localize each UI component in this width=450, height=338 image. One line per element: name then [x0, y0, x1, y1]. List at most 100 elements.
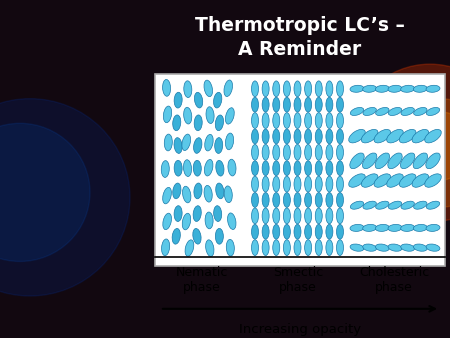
Ellipse shape	[194, 92, 202, 108]
Ellipse shape	[326, 81, 333, 97]
Ellipse shape	[215, 115, 224, 131]
Ellipse shape	[262, 224, 269, 239]
Ellipse shape	[326, 113, 333, 128]
Ellipse shape	[262, 176, 269, 192]
Ellipse shape	[194, 115, 202, 131]
Ellipse shape	[350, 153, 364, 169]
Ellipse shape	[326, 240, 333, 256]
Ellipse shape	[388, 153, 402, 169]
Ellipse shape	[204, 186, 212, 202]
Ellipse shape	[426, 107, 440, 116]
Ellipse shape	[294, 97, 301, 112]
Ellipse shape	[162, 239, 170, 256]
Ellipse shape	[252, 193, 258, 208]
Ellipse shape	[284, 161, 290, 176]
Ellipse shape	[400, 85, 414, 92]
Ellipse shape	[163, 106, 171, 123]
Ellipse shape	[362, 153, 377, 169]
Ellipse shape	[388, 244, 402, 251]
Ellipse shape	[252, 176, 258, 192]
Ellipse shape	[414, 107, 427, 116]
Ellipse shape	[252, 144, 258, 160]
Ellipse shape	[326, 208, 333, 224]
Ellipse shape	[337, 129, 343, 144]
Ellipse shape	[252, 81, 258, 97]
Ellipse shape	[262, 97, 269, 112]
Ellipse shape	[262, 193, 269, 208]
Ellipse shape	[284, 97, 290, 112]
Ellipse shape	[349, 174, 365, 187]
Ellipse shape	[315, 161, 322, 176]
Ellipse shape	[183, 186, 191, 203]
Ellipse shape	[184, 81, 192, 98]
Ellipse shape	[173, 115, 181, 131]
Ellipse shape	[262, 240, 269, 256]
Ellipse shape	[284, 144, 290, 160]
Ellipse shape	[174, 206, 182, 221]
Ellipse shape	[305, 224, 311, 239]
Ellipse shape	[284, 176, 290, 192]
Ellipse shape	[294, 113, 301, 128]
Ellipse shape	[363, 107, 376, 116]
Ellipse shape	[337, 240, 343, 256]
Ellipse shape	[414, 224, 428, 232]
Ellipse shape	[337, 161, 343, 176]
Ellipse shape	[326, 144, 333, 160]
Ellipse shape	[387, 129, 403, 143]
Ellipse shape	[252, 208, 258, 224]
Text: Increasing opacity: Increasing opacity	[239, 322, 361, 336]
Ellipse shape	[273, 208, 280, 224]
Ellipse shape	[426, 153, 440, 169]
Ellipse shape	[252, 224, 258, 239]
Ellipse shape	[214, 206, 222, 221]
Ellipse shape	[294, 193, 301, 208]
Ellipse shape	[294, 176, 301, 192]
Ellipse shape	[262, 113, 269, 128]
Ellipse shape	[326, 97, 333, 112]
Ellipse shape	[337, 81, 343, 97]
Ellipse shape	[163, 187, 171, 204]
Ellipse shape	[284, 193, 290, 208]
Ellipse shape	[228, 213, 236, 230]
Ellipse shape	[294, 208, 301, 224]
Ellipse shape	[305, 208, 311, 224]
Ellipse shape	[387, 174, 403, 187]
Ellipse shape	[182, 213, 191, 230]
Ellipse shape	[193, 206, 201, 221]
Circle shape	[403, 112, 450, 180]
Ellipse shape	[294, 240, 301, 256]
Ellipse shape	[350, 201, 364, 209]
Ellipse shape	[401, 107, 414, 116]
Ellipse shape	[284, 81, 290, 97]
Ellipse shape	[337, 97, 343, 112]
Ellipse shape	[273, 144, 280, 160]
Ellipse shape	[161, 161, 169, 177]
Circle shape	[0, 99, 130, 296]
Ellipse shape	[214, 92, 222, 108]
Ellipse shape	[305, 81, 311, 97]
Ellipse shape	[349, 129, 365, 143]
Ellipse shape	[388, 201, 402, 209]
Ellipse shape	[363, 85, 377, 92]
Ellipse shape	[252, 129, 258, 144]
Ellipse shape	[284, 240, 290, 256]
Ellipse shape	[337, 208, 343, 224]
Ellipse shape	[376, 201, 389, 209]
Ellipse shape	[184, 107, 192, 124]
Ellipse shape	[224, 80, 233, 97]
Ellipse shape	[375, 85, 389, 92]
Ellipse shape	[315, 144, 322, 160]
Ellipse shape	[315, 97, 322, 112]
Ellipse shape	[216, 183, 224, 199]
Ellipse shape	[173, 183, 181, 199]
Ellipse shape	[252, 97, 258, 112]
Ellipse shape	[273, 240, 280, 256]
Ellipse shape	[425, 129, 441, 143]
Ellipse shape	[228, 159, 236, 176]
Ellipse shape	[337, 224, 343, 239]
Ellipse shape	[273, 81, 280, 97]
Ellipse shape	[226, 239, 234, 256]
Ellipse shape	[185, 240, 194, 256]
Ellipse shape	[326, 176, 333, 192]
Ellipse shape	[172, 228, 180, 244]
